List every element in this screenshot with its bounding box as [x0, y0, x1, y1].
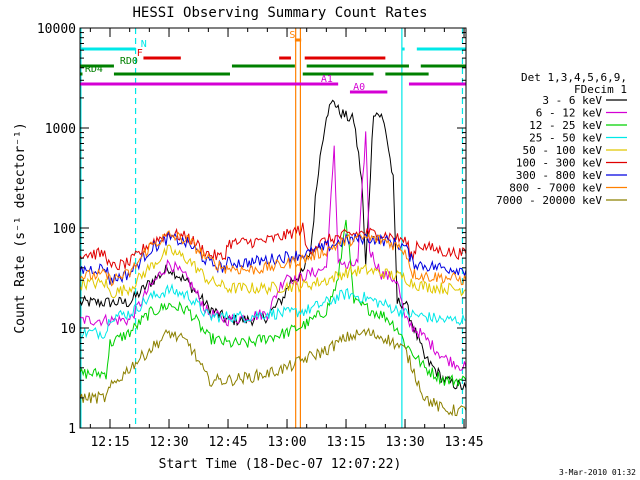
legend-entry-label: 3 - 6 keV: [542, 94, 602, 107]
series-line-8: [79, 327, 467, 417]
flag-label: RD4: [85, 64, 103, 75]
series-line-5: [79, 222, 467, 271]
x-tick-label: 12:15: [90, 435, 129, 450]
legend-entry-label: 50 - 100 keV: [523, 144, 603, 157]
y-tick-label: 10000: [37, 22, 76, 37]
x-tick-label: 13:30: [385, 435, 424, 450]
y-axis-label: Count Rate (s⁻¹ detector⁻¹): [13, 122, 28, 333]
x-tick-label: 12:30: [149, 435, 188, 450]
series-group: [79, 99, 467, 417]
y-tick-label: 100: [53, 222, 76, 237]
y-tick-label: 10: [60, 322, 76, 337]
x-tick-label: 13:45: [444, 435, 483, 450]
x-tick-label: 13:15: [326, 435, 365, 450]
series-line-4: [79, 244, 467, 299]
footer-date: 3-Mar-2010 01:32: [559, 468, 636, 477]
legend-header-1: Det 1,3,4,5,6,9,: [521, 71, 627, 84]
legend-entry-label: 300 - 800 keV: [516, 169, 602, 182]
flag-label: S: [289, 30, 295, 41]
flag-label: F: [137, 48, 143, 59]
y-axis: 1 10 100 1000 10000: [37, 22, 466, 437]
series-line-3: [79, 283, 467, 341]
plot-frame: [79, 27, 467, 429]
x-tick-label: 13:00: [267, 435, 306, 450]
series-line-1: [79, 131, 467, 371]
legend-entry-label: 800 - 7000 keV: [509, 182, 602, 195]
legend-entry-label: 25 - 50 keV: [529, 132, 602, 145]
series-line-6: [79, 230, 467, 285]
series-line-0: [79, 99, 467, 390]
flag-label: A0: [353, 82, 365, 93]
series-line-2: [79, 219, 467, 387]
x-axis-label: Start Time (18-Dec-07 12:07:22): [159, 457, 402, 472]
legend-entry-label: 6 - 12 keV: [536, 107, 603, 120]
y-tick-label: 1000: [45, 122, 76, 137]
x-axis: 12:15 12:30 12:45 13:00 13:15 13:30 13:45: [89, 28, 484, 450]
legend-header-2: FDecim 1: [574, 83, 627, 96]
chart-title: HESSI Observing Summary Count Rates: [132, 5, 427, 21]
flag-label: N: [141, 39, 147, 50]
flag-label: RD0: [120, 56, 138, 67]
flag-label: A1: [321, 74, 333, 85]
legend-entry-label: 7000 - 20000 keV: [496, 194, 602, 207]
y-tick-label: 1: [68, 422, 76, 437]
legend-entry-label: 12 - 25 keV: [529, 119, 602, 132]
legend-entry-label: 100 - 300 keV: [516, 157, 602, 170]
series-line-7: [79, 230, 467, 287]
x-tick-label: 12:45: [208, 435, 247, 450]
